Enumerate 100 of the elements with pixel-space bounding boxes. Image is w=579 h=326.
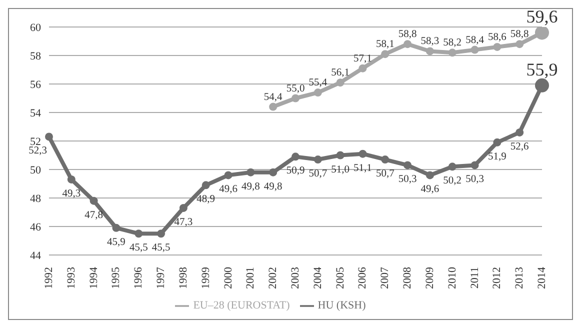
x-tick-label: 2005 (334, 266, 346, 289)
point (314, 88, 322, 97)
data-label: 48,9 (196, 194, 216, 206)
data-label: 50,9 (286, 166, 305, 177)
point (426, 171, 434, 180)
y-tick-label: 46 (30, 221, 42, 234)
y-tick-label: 44 (30, 250, 42, 262)
data-label: 49,8 (264, 181, 282, 192)
data-label: 54,4 (264, 92, 284, 103)
data-label: 58,3 (420, 36, 440, 48)
x-tick-label: 1996 (132, 266, 145, 289)
x-tick-label: 2004 (312, 266, 324, 289)
point (269, 102, 278, 111)
point (112, 224, 120, 232)
point (202, 181, 210, 190)
data-label: 58,1 (376, 39, 394, 50)
data-label: 50,7 (308, 168, 328, 180)
data-label: 55,4 (308, 78, 328, 89)
point (448, 162, 456, 171)
data-label: 51,1 (354, 162, 372, 174)
point (314, 156, 322, 164)
data-label: 58,2 (443, 38, 462, 49)
point (292, 94, 300, 102)
x-tick-label: 2009 (424, 266, 436, 289)
x-tick-label: 1999 (200, 266, 212, 289)
data-label: 55,9 (526, 59, 558, 80)
y-tick-label: 60 (30, 22, 42, 34)
point (470, 46, 479, 54)
data-label: 51,0 (331, 164, 350, 176)
data-label: 52,6 (510, 141, 529, 152)
y-tick-label: 48 (30, 192, 42, 205)
point (516, 40, 524, 48)
point (381, 50, 390, 58)
x-tick-label: 2011 (468, 267, 481, 289)
data-label: 50,7 (376, 168, 394, 180)
data-label: 55,0 (286, 83, 305, 94)
x-tick-label: 1995 (110, 266, 122, 289)
x-tick-label: 2001 (244, 267, 257, 289)
data-label: 58,8 (510, 29, 529, 40)
x-tick-label: 1993 (65, 266, 78, 289)
data-label: 50,2 (443, 176, 462, 187)
point (358, 150, 367, 158)
data-label: 52,3 (28, 146, 47, 157)
data-label: 49,6 (219, 184, 238, 196)
point (404, 40, 412, 48)
x-tick-label: 2010 (446, 266, 458, 289)
data-label: 58,8 (398, 29, 417, 40)
point (336, 151, 344, 160)
point (381, 156, 390, 164)
point (426, 47, 434, 56)
data-label: 51,9 (488, 151, 506, 162)
x-tick-label: 2002 (267, 267, 280, 289)
y-tick-label: 58 (30, 50, 42, 62)
x-tick-label: 1994 (88, 266, 100, 289)
point (493, 42, 502, 51)
y-tick-label: 54 (30, 107, 42, 120)
data-label: 45,9 (107, 236, 126, 248)
point (90, 196, 98, 205)
point (404, 161, 412, 170)
data-label: 57,1 (354, 53, 372, 64)
point (67, 175, 76, 184)
point (224, 171, 232, 180)
data-label: 47,8 (84, 210, 104, 221)
x-tick-label: 1992 (43, 267, 55, 289)
point (179, 204, 188, 212)
point (358, 64, 367, 72)
y-tick-label: 56 (30, 78, 42, 91)
data-label: 59,6 (526, 6, 558, 27)
x-tick-label: 1998 (177, 266, 190, 289)
x-tick-label: 2012 (491, 267, 504, 289)
point (292, 152, 300, 161)
x-tick-label: 1997 (155, 266, 168, 289)
data-label: 49,6 (420, 184, 440, 196)
data-label: 49,3 (62, 188, 81, 200)
point (493, 138, 502, 146)
data-label: 45,5 (129, 242, 148, 254)
data-label: 47,3 (174, 216, 193, 228)
point (448, 48, 456, 57)
x-tick-label: 2014 (536, 266, 548, 289)
point (134, 230, 143, 238)
y-tick-label: 52 (30, 136, 41, 148)
legend-label: HU (KSH) (318, 300, 366, 312)
data-label: 49,8 (241, 181, 260, 192)
point (516, 128, 524, 136)
data-label: 45,5 (152, 242, 170, 254)
x-tick-label: 2006 (356, 266, 369, 289)
data-label: 58,4 (466, 34, 485, 46)
data-label: 56,1 (331, 68, 350, 79)
data-label: 50,3 (466, 174, 484, 186)
x-tick-label: 2007 (379, 266, 392, 289)
x-tick-label: 2003 (290, 266, 302, 289)
point (470, 161, 479, 170)
y-tick-label: 50 (30, 164, 42, 176)
data-label: 58,6 (488, 32, 506, 43)
point (157, 230, 166, 238)
x-tick-label: 2008 (402, 266, 414, 289)
legend-label: EU–28 (EUROSTAT) (193, 300, 290, 312)
x-tick-label: 2013 (514, 266, 526, 289)
point (336, 78, 344, 87)
point (246, 168, 255, 176)
